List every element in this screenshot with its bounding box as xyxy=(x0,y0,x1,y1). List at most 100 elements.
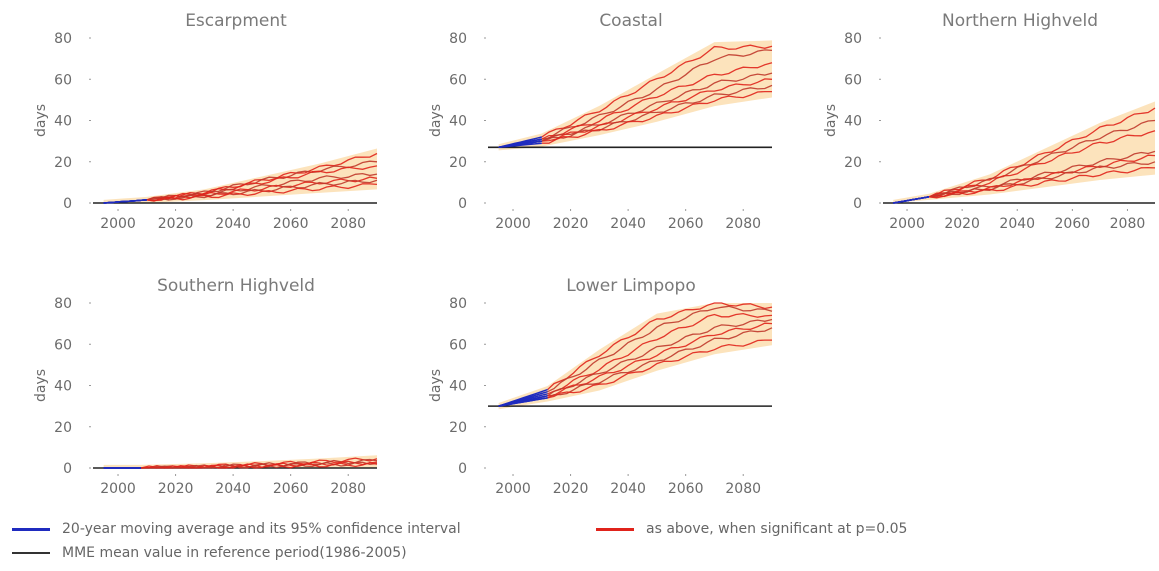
series-line-projection xyxy=(547,322,773,397)
x-tick-label: 2040 xyxy=(610,481,646,497)
x-tick-label: 2020 xyxy=(158,481,194,497)
y-axis-label: days xyxy=(428,104,444,137)
confidence-band xyxy=(103,148,377,203)
x-tick-label: 2060 xyxy=(273,216,309,232)
series-line-projection xyxy=(928,154,1156,198)
series-line-projection xyxy=(547,327,773,399)
x-tick-label: 2040 xyxy=(215,481,251,497)
x-tick-label: 2000 xyxy=(100,216,136,232)
x-tick-label: 2020 xyxy=(158,216,194,232)
x-tick-label: 2000 xyxy=(495,481,531,497)
legend-item-reference: MME mean value in reference period(1986-… xyxy=(12,545,407,561)
y-tick-label: 40 xyxy=(844,114,862,130)
y-tick-label: 80 xyxy=(449,31,467,47)
x-tick-label: 2080 xyxy=(330,481,366,497)
x-tick-label: 2040 xyxy=(610,216,646,232)
y-tick-label: 40 xyxy=(54,114,72,130)
series-line-historical xyxy=(103,199,147,204)
x-tick-label: 2000 xyxy=(495,216,531,232)
y-tick-label: 80 xyxy=(54,31,72,47)
series-line-projection xyxy=(541,72,773,142)
series-line-projection xyxy=(547,339,772,399)
y-tick-label: 0 xyxy=(458,196,467,212)
x-tick-label: 2040 xyxy=(999,216,1035,232)
series-line-projection xyxy=(547,302,773,391)
series-line-projection xyxy=(928,130,1156,198)
legend-swatch-black xyxy=(12,552,50,554)
confidence-band xyxy=(893,101,1155,203)
x-tick-label: 2020 xyxy=(553,481,589,497)
panel-title: Lower Limpopo xyxy=(566,276,695,296)
series-line-historical xyxy=(893,196,930,204)
y-tick-label: 20 xyxy=(449,155,467,171)
x-tick-label: 2060 xyxy=(273,481,309,497)
series-line-projection xyxy=(541,90,772,144)
y-tick-label: 20 xyxy=(449,420,467,436)
series-line-projection xyxy=(928,161,1156,198)
panel-title: Escarpment xyxy=(185,11,287,31)
x-tick-label: 2020 xyxy=(944,216,980,232)
series-line-projection xyxy=(541,44,773,138)
y-tick-label: 60 xyxy=(54,337,72,353)
y-tick-label: 80 xyxy=(449,296,467,312)
x-tick-label: 2080 xyxy=(1110,216,1146,232)
series-line-historical xyxy=(498,142,542,149)
y-tick-label: 20 xyxy=(54,420,72,436)
x-tick-label: 2000 xyxy=(100,481,136,497)
series-line-projection xyxy=(929,167,1156,199)
panel-title: Southern Highveld xyxy=(157,276,315,296)
series-line-historical xyxy=(498,397,548,407)
y-tick-label: 40 xyxy=(54,379,72,395)
series-line-projection xyxy=(146,183,378,202)
y-tick-label: 20 xyxy=(54,155,72,171)
y-axis-label: days xyxy=(33,104,49,137)
y-tick-label: 0 xyxy=(853,196,862,212)
confidence-band xyxy=(498,303,772,410)
series-line-projection xyxy=(541,62,773,140)
y-tick-label: 0 xyxy=(63,461,72,477)
y-tick-label: 20 xyxy=(844,155,862,171)
legend-label-reference: MME mean value in reference period(1986-… xyxy=(62,545,407,561)
y-tick-label: 80 xyxy=(844,31,862,47)
series-line-projection xyxy=(541,84,773,142)
y-axis-label: days xyxy=(428,369,444,402)
series-line-projection xyxy=(547,305,773,393)
x-tick-label: 2060 xyxy=(1055,216,1091,232)
legend-swatch-red xyxy=(596,527,634,531)
y-axis-label: days xyxy=(823,104,839,137)
y-tick-label: 60 xyxy=(844,72,862,88)
series-line-projection xyxy=(146,176,378,202)
y-axis-label: days xyxy=(33,369,49,402)
x-tick-label: 2060 xyxy=(668,216,704,232)
x-tick-label: 2060 xyxy=(668,481,704,497)
x-tick-label: 2080 xyxy=(725,481,761,497)
series-line-projection xyxy=(146,165,378,201)
legend-item-moving-average: 20-year moving average and its 95% confi… xyxy=(12,521,461,537)
y-tick-label: 0 xyxy=(63,196,72,212)
x-tick-label: 2000 xyxy=(889,216,925,232)
legend-label-moving-average: 20-year moving average and its 95% confi… xyxy=(62,521,461,537)
panel-title: Northern Highveld xyxy=(942,11,1098,31)
series-line-projection xyxy=(140,462,378,469)
y-tick-label: 60 xyxy=(449,337,467,353)
x-tick-label: 2080 xyxy=(330,216,366,232)
series-line-projection xyxy=(547,312,773,395)
y-tick-label: 40 xyxy=(449,114,467,130)
x-tick-label: 2020 xyxy=(553,216,589,232)
legend-swatch-blue xyxy=(12,527,50,531)
series-line-projection xyxy=(547,318,773,397)
series-line-projection xyxy=(929,119,1156,198)
series-line-projection xyxy=(928,107,1156,198)
y-tick-label: 60 xyxy=(449,72,467,88)
legend-label-significant: as above, when significant at p=0.05 xyxy=(646,521,908,537)
legend-item-significant: as above, when significant at p=0.05 xyxy=(596,521,907,537)
panel-title: Coastal xyxy=(599,11,662,31)
y-tick-label: 0 xyxy=(458,461,467,477)
y-tick-label: 80 xyxy=(54,296,72,312)
